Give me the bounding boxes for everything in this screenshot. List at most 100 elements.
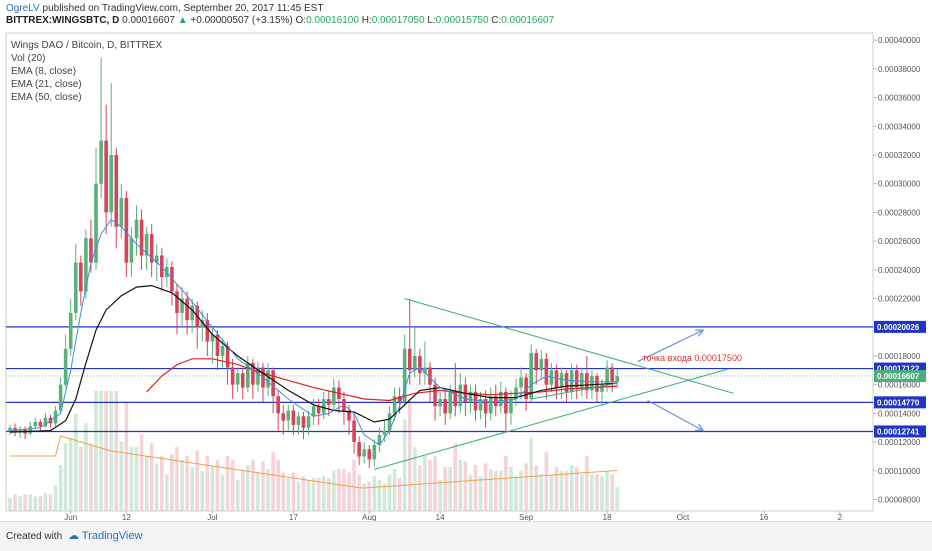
volume-bar <box>68 437 73 511</box>
volume-bar <box>605 470 609 511</box>
candle-body <box>154 255 159 263</box>
candle-body <box>488 396 493 414</box>
x-tick-label: 17 <box>289 513 298 521</box>
triangle-inner-line <box>531 382 618 400</box>
candle-body <box>539 358 544 371</box>
symbol-line: BITTREX:WINGSBTC, D 0.00016607 ▲ +0.0000… <box>6 15 554 26</box>
candle-body <box>301 416 306 428</box>
x-tick-label: Aug <box>362 513 376 521</box>
candle-body <box>271 370 275 397</box>
candle-body <box>610 367 614 382</box>
candle-body <box>134 219 139 239</box>
candle-body <box>458 384 463 407</box>
candle-body <box>590 376 594 391</box>
volume-bar <box>524 463 528 511</box>
x-tick-label: 18 <box>603 513 612 521</box>
x-tick-label: 2 <box>838 513 843 521</box>
volume-bar <box>205 456 210 511</box>
volume-bar <box>170 454 174 511</box>
volume-bar <box>483 463 488 511</box>
candle-body <box>296 416 301 425</box>
y-tick-label: 0.00026000 <box>878 237 921 246</box>
volume-bar <box>129 446 134 511</box>
open-value: 0.00016100 <box>306 15 359 26</box>
level-badge <box>874 320 926 333</box>
candle-body <box>139 219 144 256</box>
candle-body <box>256 367 260 385</box>
entry-point-annotation: точка входа 0.00017500 <box>643 353 742 363</box>
volume-bar <box>175 446 179 511</box>
volume-bar <box>149 443 154 511</box>
volume-bar <box>468 474 473 511</box>
author-link[interactable]: OgreLV <box>6 3 40 14</box>
candle-body <box>225 345 230 368</box>
volume-bar <box>104 391 108 511</box>
volume-bar <box>332 470 336 511</box>
candle-body <box>251 363 255 385</box>
volume-bar <box>144 456 149 511</box>
candle-body <box>504 391 508 414</box>
volume-bar <box>574 467 579 511</box>
volume-bar <box>73 413 78 511</box>
volume-bar <box>139 434 144 511</box>
plot-area <box>5 32 874 512</box>
candle-body <box>175 291 179 313</box>
volume-bar <box>448 467 453 511</box>
change-value: +0.00000507 (+3.15%) <box>190 15 293 26</box>
candle-body <box>519 377 523 388</box>
level-badge-label: 0.00017122 <box>877 365 920 374</box>
level-badge-label: 0.00012741 <box>877 427 920 436</box>
high-value: 0.00017050 <box>371 15 425 26</box>
volume-bar <box>493 470 498 511</box>
tradingview-logo-text: TradingView <box>81 530 143 542</box>
volume-bar <box>23 494 27 511</box>
publish-line: OgreLV published on TradingView.com, Sep… <box>6 3 323 14</box>
close-label: C: <box>491 15 502 26</box>
footer-bar: Created with ☁ TradingView <box>0 521 932 551</box>
candle-body <box>529 353 533 400</box>
y-tick-label: 0.00034000 <box>878 122 921 131</box>
candle-body <box>109 155 113 213</box>
volume-bar <box>134 446 139 511</box>
candle-body <box>605 367 609 385</box>
candle-body <box>483 399 488 414</box>
legend-ema50[interactable]: EMA (50, close) <box>11 92 82 103</box>
candle-body <box>89 238 93 263</box>
volume-bar <box>559 470 564 511</box>
volume-bar <box>220 474 225 511</box>
legend-vol[interactable]: Vol (20) <box>11 53 46 64</box>
ema21-line <box>9 284 618 433</box>
candle-body <box>428 367 432 385</box>
candle-body <box>443 399 447 414</box>
volume-bar <box>28 494 33 511</box>
volume-bar <box>114 391 119 511</box>
x-tick-label: Jun <box>64 513 77 521</box>
candle-body <box>58 384 63 411</box>
level-badge-label: 0.00014770 <box>877 398 920 407</box>
legend-title[interactable]: Wings DAO / Bitcoin, D, BITTREX <box>11 40 163 51</box>
candle-body <box>316 406 321 414</box>
legend-ema8[interactable]: EMA (8, close) <box>11 66 77 77</box>
candle-body <box>448 391 453 414</box>
legend-ema21[interactable]: EMA (21, close) <box>11 79 82 90</box>
candle-body <box>230 367 235 385</box>
y-tick-label: 0.00018000 <box>878 352 921 361</box>
volume-bar <box>615 487 619 511</box>
candle-body <box>104 140 108 213</box>
candle-body <box>433 384 437 407</box>
current-price-badge <box>874 369 926 382</box>
symbol-label[interactable]: BITTREX:WINGSBTC, D <box>6 15 120 26</box>
volume-bar <box>579 474 584 511</box>
triangle-upper-line <box>404 298 734 394</box>
tradingview-logo[interactable]: ☁ TradingView <box>68 530 143 542</box>
volume-layer <box>8 391 619 511</box>
arrow-head-icon <box>695 423 705 432</box>
close-value: 0.00016607 <box>501 15 555 26</box>
candle-body <box>205 320 210 342</box>
volume-bar <box>261 461 265 511</box>
volume-bar <box>8 498 12 511</box>
volume-bar <box>84 423 88 511</box>
volume-bar <box>165 474 169 511</box>
chart-canvas[interactable]: 0.00008000 0.00010000 0.00012000 0.00014000… <box>0 0 932 521</box>
candle-body <box>397 396 402 402</box>
